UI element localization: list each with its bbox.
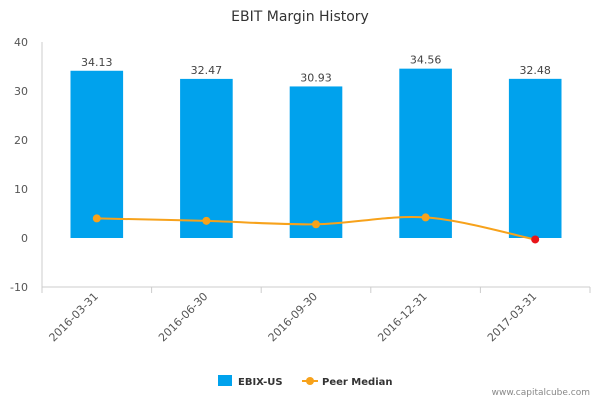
peer-median-point	[421, 213, 430, 222]
peer-median-point	[92, 214, 101, 223]
bar	[70, 70, 124, 238]
legend: EBIX-US Peer Median	[218, 375, 393, 388]
chart-title: EBIT Margin History	[231, 9, 369, 25]
x-tick-label: 2016-06-30	[156, 290, 210, 344]
bar-data-label: 32.47	[191, 64, 223, 77]
bar	[289, 86, 343, 239]
watermark: www.capitalcube.com	[492, 388, 590, 398]
legend-label-peer-median: Peer Median	[322, 377, 393, 388]
bar	[180, 78, 233, 238]
peer-median-point	[202, 216, 211, 225]
y-tick-label: 40	[14, 36, 28, 49]
y-tick-label: 10	[14, 183, 28, 196]
bar-data-label: 32.48	[519, 64, 551, 77]
x-tick-label: 2016-12-31	[375, 290, 429, 344]
y-tick-label: 20	[14, 134, 28, 147]
bar	[508, 78, 562, 239]
bar-data-label: 30.93	[300, 71, 332, 84]
y-tick-label: 0	[21, 232, 28, 245]
y-tick-label: -10	[10, 281, 28, 294]
y-tick-label: 30	[14, 85, 28, 98]
bars: 34.13 32.47 30.93 34.56 32.48	[70, 54, 562, 239]
bar-data-label: 34.13	[81, 56, 113, 69]
peer-median-point	[531, 235, 540, 244]
x-tick-label: 2016-09-30	[266, 290, 320, 344]
peer-median-line	[92, 213, 540, 244]
bar-data-label: 34.56	[410, 54, 442, 67]
bar	[399, 68, 452, 238]
peer-median-point	[312, 220, 320, 229]
legend-swatch-peer-median-dot	[306, 377, 314, 385]
x-tick-label: 2016-03-31	[47, 290, 101, 344]
legend-label-ebix: EBIX-US	[238, 377, 283, 388]
legend-swatch-ebix	[218, 375, 232, 386]
x-tick-label: 2017-03-31	[485, 290, 539, 344]
